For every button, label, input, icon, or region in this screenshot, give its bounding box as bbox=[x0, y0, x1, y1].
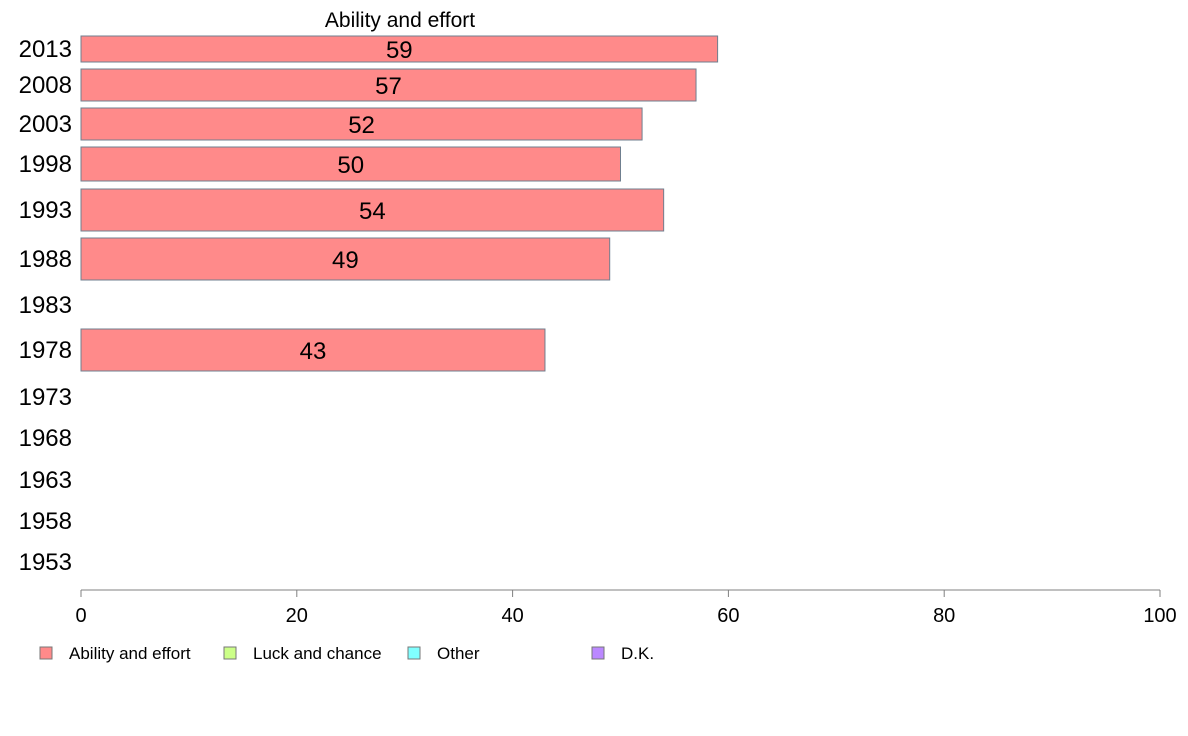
x-tick-label: 100 bbox=[1143, 605, 1176, 627]
category-labels-group: 2013 2008 2003 1998 1993 1988 1983 1978 1973 1968… bbox=[19, 36, 72, 576]
category-label: 1978 bbox=[19, 337, 72, 364]
x-ticks-group: 0 20 40 60 80 100 bbox=[75, 590, 1177, 627]
category-label: 1958 bbox=[19, 508, 72, 535]
x-tick-label: 40 bbox=[501, 605, 523, 627]
x-tick-label: 80 bbox=[933, 605, 955, 627]
legend-label: Luck and chance bbox=[253, 644, 382, 663]
bar bbox=[80, 237, 611, 281]
chart-title: Ability and effort bbox=[325, 9, 475, 32]
bar-value-label: 59 bbox=[386, 37, 413, 64]
bar bbox=[80, 68, 697, 102]
legend-swatch bbox=[407, 646, 421, 660]
bars-group bbox=[80, 35, 719, 372]
x-tick-label: 20 bbox=[286, 605, 308, 627]
category-label: 1963 bbox=[19, 467, 72, 494]
category-label: 1968 bbox=[19, 425, 72, 452]
category-label: 1983 bbox=[19, 292, 72, 319]
bar-value-label: 43 bbox=[300, 338, 327, 365]
bar-value-label: 52 bbox=[348, 112, 375, 139]
bar bbox=[80, 146, 621, 182]
category-label: 2003 bbox=[19, 111, 72, 138]
legend: Ability and effort Luck and chance Other D.… bbox=[39, 644, 654, 663]
legend-swatch bbox=[223, 646, 237, 660]
bar bbox=[80, 328, 546, 372]
bar bbox=[80, 188, 665, 232]
legend-swatch bbox=[39, 646, 53, 660]
x-tick-label: 60 bbox=[717, 605, 739, 627]
category-label: 1973 bbox=[19, 384, 72, 411]
category-label: 2013 bbox=[19, 36, 72, 63]
bar-value-label: 54 bbox=[359, 198, 386, 225]
legend-swatch bbox=[591, 646, 605, 660]
category-label: 2008 bbox=[19, 72, 72, 99]
legend-label: Ability and effort bbox=[69, 644, 191, 663]
bar-value-label: 50 bbox=[337, 152, 364, 179]
category-label: 1993 bbox=[19, 197, 72, 224]
category-label: 1998 bbox=[19, 151, 72, 178]
bar bbox=[80, 35, 719, 63]
legend-label: D.K. bbox=[621, 644, 654, 663]
x-tick-label: 0 bbox=[75, 605, 86, 627]
bar-value-label: 57 bbox=[375, 73, 402, 100]
bar-value-label: 49 bbox=[332, 247, 359, 274]
category-label: 1988 bbox=[19, 246, 72, 273]
legend-label: Other bbox=[437, 644, 480, 663]
bar bbox=[80, 107, 643, 141]
category-label: 1953 bbox=[19, 549, 72, 576]
